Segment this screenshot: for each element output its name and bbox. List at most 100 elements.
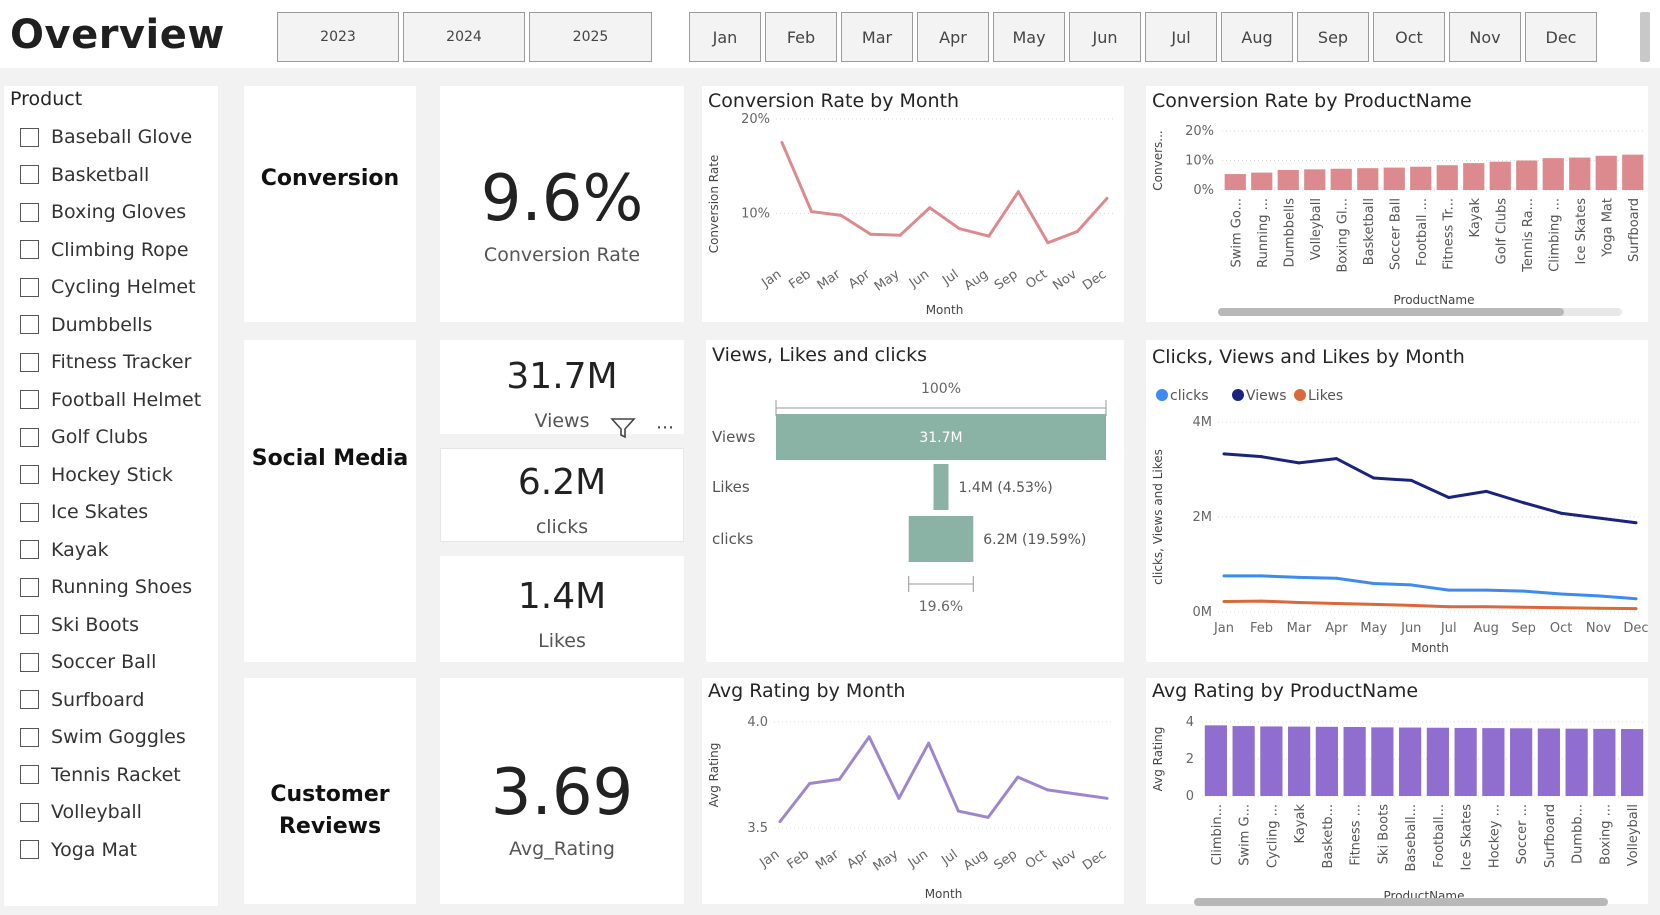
month-button-dec[interactable]: Dec xyxy=(1525,12,1597,62)
funnel-value-label: 31.7M xyxy=(919,430,962,446)
checkbox[interactable] xyxy=(20,540,39,559)
slicer-item[interactable]: Running Shoes xyxy=(20,572,192,602)
checkbox[interactable] xyxy=(20,427,39,447)
month-button-apr[interactable]: Apr xyxy=(917,12,989,62)
x-tick-label: Aug xyxy=(1473,621,1498,636)
month-button-oct[interactable]: Oct xyxy=(1373,12,1445,62)
month-button-feb[interactable]: Feb xyxy=(765,12,837,62)
slicer-item[interactable]: Ski Boots xyxy=(20,610,139,640)
checkbox[interactable] xyxy=(20,240,39,259)
slicer-item-label: Surfboard xyxy=(51,688,145,711)
data-point xyxy=(1105,796,1109,800)
month-button-nov[interactable]: Nov xyxy=(1449,12,1521,62)
slicer-item[interactable]: Football Helmet xyxy=(20,385,201,415)
data-point xyxy=(1046,241,1050,245)
slicer-item[interactable]: Hockey Stick xyxy=(20,460,173,490)
data-point xyxy=(1559,606,1563,610)
horizontal-scrollbar-thumb[interactable] xyxy=(1194,898,1608,906)
slicer-item[interactable]: Yoga Mat xyxy=(20,835,137,865)
checkbox[interactable] xyxy=(20,765,39,784)
slicer-item[interactable]: Basketball xyxy=(20,160,149,190)
year-button-2024[interactable]: 2024 xyxy=(403,12,525,62)
chart-title: Conversion Rate by ProductName xyxy=(1152,90,1472,112)
checkbox[interactable] xyxy=(20,465,39,484)
slicer-item[interactable]: Volleyball xyxy=(20,797,142,827)
checkbox[interactable] xyxy=(20,202,39,222)
month-button-jun[interactable]: Jun xyxy=(1069,12,1141,62)
checkbox[interactable] xyxy=(20,277,39,297)
y-tick-label: 4M xyxy=(1193,415,1213,430)
checkbox[interactable] xyxy=(20,802,39,822)
header-scrollbar[interactable] xyxy=(1640,12,1650,62)
checkbox[interactable] xyxy=(20,390,39,409)
avg-rating-value: 3.69 xyxy=(490,756,634,830)
data-point xyxy=(1259,455,1263,459)
clicks-value: 6.2M xyxy=(517,462,607,503)
slicer-item[interactable]: Cycling Helmet xyxy=(20,272,196,302)
more-options-icon[interactable]: ⋯ xyxy=(656,417,674,438)
bar xyxy=(1224,174,1246,190)
slicer-item[interactable]: Ice Skates xyxy=(20,497,148,527)
month-button-jan[interactable]: Jan xyxy=(689,12,761,62)
x-tick-label: Mar xyxy=(815,267,844,294)
x-tick-label: Feb xyxy=(1250,621,1273,636)
slicer-item[interactable]: Boxing Gloves xyxy=(20,197,186,227)
x-axis-title: Month xyxy=(925,887,963,901)
month-button-sep[interactable]: Sep xyxy=(1297,12,1369,62)
slicer-item[interactable]: Tennis Racket xyxy=(20,760,181,790)
year-button-2023[interactable]: 2023 xyxy=(277,12,399,62)
checkbox[interactable] xyxy=(20,615,39,634)
horizontal-scrollbar-thumb[interactable] xyxy=(1218,308,1564,316)
slicer-item[interactable]: Surfboard xyxy=(20,685,144,715)
data-point xyxy=(898,233,902,237)
x-tick-label: Jul xyxy=(939,267,961,289)
likes-label: Likes xyxy=(538,630,586,652)
x-tick-label: Sep xyxy=(992,267,1021,293)
month-button-mar[interactable]: Mar xyxy=(841,12,913,62)
data-point xyxy=(778,820,782,824)
data-point xyxy=(1409,603,1413,607)
year-button-2025[interactable]: 2025 xyxy=(529,12,652,62)
month-button-aug[interactable]: Aug xyxy=(1221,12,1293,62)
conversion-kpi-card xyxy=(440,86,684,322)
slicer-item[interactable]: Kayak xyxy=(20,535,109,565)
slicer-item[interactable]: Climbing Rope xyxy=(20,235,189,265)
data-point xyxy=(1297,601,1301,604)
checkbox[interactable] xyxy=(20,840,39,859)
data-point xyxy=(1297,461,1301,465)
data-point xyxy=(1484,588,1488,592)
month-button-may[interactable]: May xyxy=(993,12,1065,62)
month-button-jul[interactable]: Jul xyxy=(1145,12,1217,62)
checkbox[interactable] xyxy=(20,502,39,522)
slicer-item[interactable]: Soccer Ball xyxy=(20,647,156,677)
checkbox[interactable] xyxy=(20,652,39,672)
views-kpi-card xyxy=(440,340,684,434)
slicer-item[interactable]: Golf Clubs xyxy=(20,422,148,452)
slicer-item[interactable]: Baseball Glove xyxy=(20,122,192,152)
data-point xyxy=(1634,607,1638,611)
funnel-bar xyxy=(933,464,949,510)
checkbox[interactable] xyxy=(20,690,39,709)
funnel-stage-label: clicks xyxy=(712,530,754,548)
checkbox[interactable] xyxy=(20,577,39,597)
data-point xyxy=(1597,606,1601,610)
x-tick-label: Ice Skates xyxy=(1574,198,1589,265)
checkbox[interactable] xyxy=(20,315,39,334)
rating-by-month-chart: 4.0 3.5 Jan Feb Mar Apr May Jun Jul Aug Sep Oct Nov D… xyxy=(707,715,1113,901)
checkbox[interactable] xyxy=(20,165,39,184)
checkbox[interactable] xyxy=(20,352,39,372)
data-point xyxy=(1597,516,1601,520)
y-axis-title: Conversion Rate xyxy=(707,155,721,254)
slicer-item[interactable]: Dumbbells xyxy=(20,310,152,340)
checkbox[interactable] xyxy=(20,127,39,147)
slicer-item[interactable]: Swim Goggles xyxy=(20,722,186,752)
checkbox[interactable] xyxy=(20,727,39,747)
slicer-item[interactable]: Fitness Tracker xyxy=(20,347,191,377)
bar xyxy=(1426,727,1449,796)
product-slicer xyxy=(4,86,218,906)
conversion-section-label: Conversion xyxy=(260,166,400,191)
x-tick-label: Tennis Ra... xyxy=(1521,198,1536,273)
views-value: 31.7M xyxy=(506,356,618,397)
x-tick-label: Soccer Ball xyxy=(1388,198,1403,270)
filter-icon[interactable] xyxy=(610,416,636,440)
